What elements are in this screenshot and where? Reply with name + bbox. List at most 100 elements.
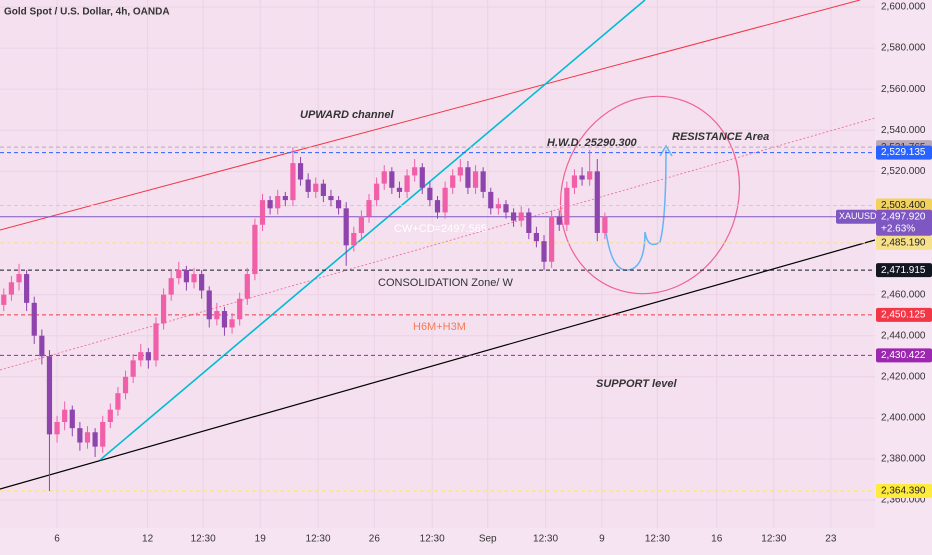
change-label: +2.63% <box>881 223 915 234</box>
candle-body <box>153 323 159 361</box>
annotation: RESISTANCE Area <box>672 131 769 143</box>
candle-body <box>305 179 311 192</box>
candle-body <box>84 432 91 443</box>
y-tick-label: 2,520.000 <box>881 166 926 177</box>
candle-body <box>442 187 448 213</box>
candle-body <box>229 319 235 328</box>
candle-body <box>427 187 433 201</box>
candle-body <box>115 393 121 410</box>
candle-body <box>39 335 45 357</box>
candle-body <box>328 195 334 201</box>
y-tick-label: 2,580.000 <box>881 43 926 54</box>
price-badge-label: 2,364.390 <box>881 486 926 497</box>
resistance-circle <box>559 95 741 295</box>
channel-top <box>0 0 861 231</box>
price-badge <box>876 235 932 250</box>
candle-body <box>404 175 410 192</box>
candle-body <box>214 311 220 320</box>
price-badge-label: 2,430.422 <box>881 350 926 361</box>
candle-body <box>412 167 418 176</box>
y-tick-label: 2,380.000 <box>881 454 926 465</box>
price-badge <box>876 198 932 213</box>
candle-body <box>122 376 129 394</box>
candle-body <box>396 187 403 192</box>
candle-body <box>16 274 22 283</box>
candle-body <box>275 195 281 209</box>
price-badge-label: 2,529.135 <box>881 147 926 158</box>
y-tick-label: 2,400.000 <box>881 413 926 424</box>
candle-body <box>168 278 174 295</box>
price-badge <box>876 209 932 236</box>
candle-body <box>564 187 570 225</box>
y-tick-label: 2,540.000 <box>881 125 926 136</box>
candle-body <box>503 204 509 213</box>
x-tick-label: 26 <box>369 534 381 545</box>
x-tick-label: 12:30 <box>420 534 445 545</box>
symbol-badge <box>836 209 876 224</box>
price-badge <box>876 484 932 499</box>
x-tick-label: 19 <box>255 534 267 545</box>
y-tick-label: 2,420.000 <box>881 371 926 382</box>
candle-body <box>374 183 380 201</box>
candle-body <box>237 298 243 320</box>
levels <box>0 146 875 492</box>
x-tick-label: 6 <box>54 534 60 545</box>
candle-body <box>259 200 266 225</box>
candle-body <box>579 175 585 180</box>
candle-body <box>252 224 258 275</box>
x-tick-label: Sep <box>479 534 497 545</box>
candle-body <box>602 216 608 233</box>
channel-bottom <box>0 239 876 490</box>
annotation: H.W.D. 25290.300 <box>547 137 638 149</box>
candle-body <box>495 204 501 209</box>
price-badge-label: 2,503.400 <box>881 200 926 211</box>
candle-body <box>176 269 182 279</box>
x-tick-label: 12:30 <box>645 534 670 545</box>
axis: 2,360.000 2,380.000 2,400.000 2,420.000 2,44… <box>54 2 932 545</box>
candle-body <box>434 200 441 213</box>
x-tick-label: 12:30 <box>306 534 331 545</box>
candle-body <box>199 274 205 291</box>
x-tick-label: 16 <box>711 534 723 545</box>
candle-body <box>92 432 98 447</box>
y-tick-label: 2,440.000 <box>881 330 926 341</box>
candle-body <box>366 200 372 217</box>
candle-body <box>77 428 83 443</box>
price-badge <box>876 145 932 160</box>
candle-body <box>1 294 7 305</box>
candle-body <box>100 421 106 447</box>
candle-body <box>320 183 326 196</box>
price-badge-label: 2,471.915 <box>881 265 926 276</box>
price-badge <box>876 348 932 363</box>
y-tick-label: 2,360.000 <box>881 495 926 506</box>
candle-body <box>465 167 471 188</box>
candle-body <box>290 163 296 201</box>
y-tick-label: 2,600.000 <box>881 2 926 13</box>
candle-body <box>587 171 593 180</box>
candle-body <box>541 241 547 262</box>
candle-body <box>450 175 456 188</box>
candle-body <box>313 183 319 192</box>
candle-body <box>480 171 486 192</box>
candle-body <box>206 290 212 320</box>
candle-body <box>8 282 15 295</box>
x-tick-label: 12:30 <box>191 534 216 545</box>
annotation: UPWARD channel <box>300 109 394 121</box>
x-tick-label: 9 <box>599 534 605 545</box>
candle-body <box>526 212 532 233</box>
price-badge <box>876 307 932 322</box>
candle-body <box>46 356 53 435</box>
candle-body <box>351 232 357 246</box>
trend-line <box>99 0 646 461</box>
candles <box>1 147 608 492</box>
candle-body <box>130 360 136 377</box>
annotation: CONSOLIDATION Zone/ W <box>378 277 513 289</box>
candle-body <box>335 200 342 209</box>
x-tick-label: 12:30 <box>761 534 786 545</box>
candle-body <box>191 274 197 283</box>
plot-area <box>0 0 875 528</box>
x-tick-label: 12:30 <box>533 534 558 545</box>
candle-body <box>24 274 30 303</box>
candle-body <box>518 212 524 221</box>
